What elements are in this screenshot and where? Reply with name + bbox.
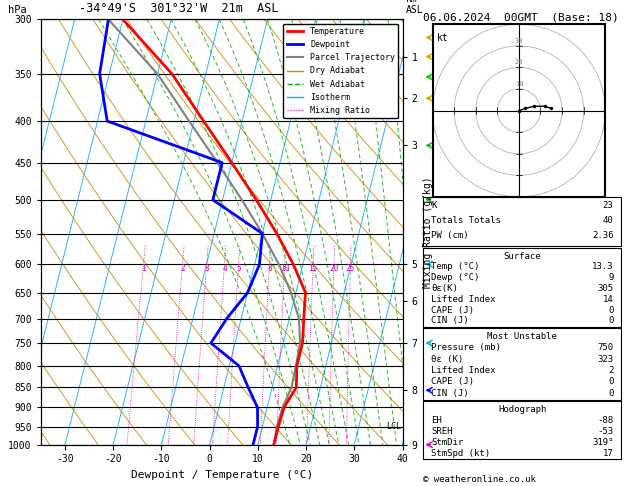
Text: 17: 17	[603, 449, 613, 458]
Text: -53: -53	[598, 427, 613, 436]
Text: 2.36: 2.36	[592, 231, 613, 240]
Text: 1: 1	[141, 264, 146, 273]
Text: 40: 40	[603, 216, 613, 225]
Text: K: K	[431, 201, 437, 210]
Bar	[423, 247, 621, 327]
Text: -88: -88	[598, 416, 613, 425]
Text: Surface: Surface	[504, 252, 541, 261]
Text: 30: 30	[515, 38, 523, 44]
Text: CAPE (J): CAPE (J)	[431, 306, 474, 314]
Text: Lifted Index: Lifted Index	[431, 366, 496, 375]
Text: 0: 0	[608, 316, 613, 326]
Text: 9: 9	[608, 273, 613, 282]
Text: CIN (J): CIN (J)	[431, 389, 469, 398]
Text: km
ASL: km ASL	[406, 0, 424, 15]
Text: © weatheronline.co.uk: © weatheronline.co.uk	[423, 474, 536, 484]
Text: Totals Totals: Totals Totals	[431, 216, 501, 225]
Text: -34°49'S  301°32'W  21m  ASL: -34°49'S 301°32'W 21m ASL	[79, 2, 278, 15]
Text: θε (K): θε (K)	[431, 355, 464, 364]
Text: 2: 2	[608, 366, 613, 375]
Text: 305: 305	[598, 284, 613, 293]
Text: θε(K): θε(K)	[431, 284, 458, 293]
Text: Pressure (mb): Pressure (mb)	[431, 343, 501, 352]
Bar	[423, 328, 621, 399]
Text: 8: 8	[267, 264, 272, 273]
Text: Lifted Index: Lifted Index	[431, 295, 496, 304]
Text: Dewp (°C): Dewp (°C)	[431, 273, 480, 282]
Text: 20: 20	[515, 59, 523, 65]
Text: CAPE (J): CAPE (J)	[431, 377, 474, 386]
Text: 15: 15	[308, 264, 318, 273]
Text: 06.06.2024  00GMT  (Base: 18): 06.06.2024 00GMT (Base: 18)	[423, 12, 619, 22]
Text: 23: 23	[603, 201, 613, 210]
Text: 10: 10	[280, 264, 289, 273]
Text: Hodograph: Hodograph	[498, 405, 547, 414]
Bar	[423, 401, 621, 459]
Text: 0: 0	[608, 389, 613, 398]
Text: 25: 25	[346, 264, 355, 273]
Y-axis label: Mixing Ratio (g/kg): Mixing Ratio (g/kg)	[423, 176, 433, 288]
Text: LCL: LCL	[386, 422, 401, 431]
Text: 319°: 319°	[592, 438, 613, 447]
Text: kt: kt	[437, 33, 448, 43]
Text: 10: 10	[515, 81, 523, 87]
Text: 13.3: 13.3	[592, 262, 613, 271]
Text: 4: 4	[222, 264, 227, 273]
Legend: Temperature, Dewpoint, Parcel Trajectory, Dry Adiabat, Wet Adiabat, Isotherm, Mi: Temperature, Dewpoint, Parcel Trajectory…	[284, 24, 398, 118]
Text: 5: 5	[237, 264, 241, 273]
X-axis label: Dewpoint / Temperature (°C): Dewpoint / Temperature (°C)	[131, 470, 313, 480]
Text: 323: 323	[598, 355, 613, 364]
Text: Most Unstable: Most Unstable	[487, 332, 557, 342]
Text: 0: 0	[608, 306, 613, 314]
Text: Temp (°C): Temp (°C)	[431, 262, 480, 271]
Text: SREH: SREH	[431, 427, 453, 436]
Bar	[423, 197, 621, 246]
Text: 750: 750	[598, 343, 613, 352]
Text: 2: 2	[181, 264, 185, 273]
Text: PW (cm): PW (cm)	[431, 231, 469, 240]
Text: EH: EH	[431, 416, 442, 425]
Text: StmDir: StmDir	[431, 438, 464, 447]
Text: 3: 3	[204, 264, 209, 273]
Text: 14: 14	[603, 295, 613, 304]
Text: 20: 20	[330, 264, 338, 273]
Text: CIN (J): CIN (J)	[431, 316, 469, 326]
Text: hPa: hPa	[8, 5, 27, 15]
Text: StmSpd (kt): StmSpd (kt)	[431, 449, 491, 458]
Text: 0: 0	[608, 377, 613, 386]
